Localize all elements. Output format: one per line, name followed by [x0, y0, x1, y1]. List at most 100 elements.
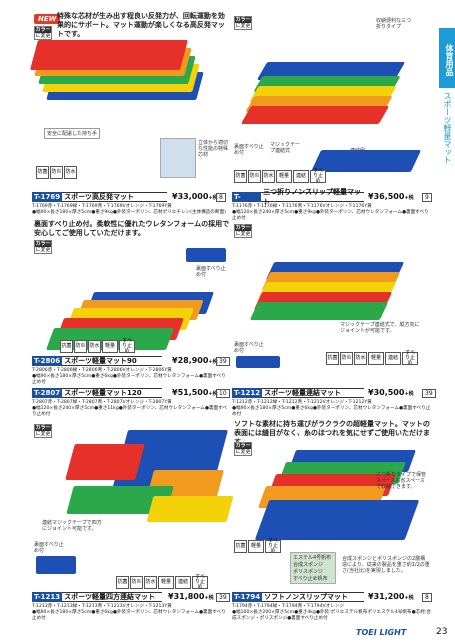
- product-code: T-1212: [232, 388, 263, 398]
- flame-retardant-icon: 防炎: [248, 170, 261, 183]
- color-change-badge: カラー に変更: [34, 424, 52, 438]
- joinable-icon: 連結: [175, 576, 191, 589]
- caption-nonslip: 裏面すべり止め付: [196, 266, 226, 278]
- product-code: T-1213: [32, 592, 63, 602]
- product-lead-1794: ソフトな素材に持ち運びがラクラクの超軽量マット。マットの表面には縫目がなく、糸の…: [234, 420, 430, 446]
- color-change-badge: カラー に変更: [34, 240, 52, 254]
- price-1212: ¥30,500+税: [368, 388, 414, 397]
- caption-structure: 合成スポンジとポリスポンジの2層構造により、従来の製品を重さ約1/2の重さ(当社…: [342, 556, 430, 574]
- antibacterial-icon: 抗菌: [60, 340, 73, 353]
- product-header-1212: T-1212 スポーツ軽量連結マット: [232, 388, 364, 398]
- spec-1213: T-1213赤・T-1213緑・T-1213青・T-1213Vオレンジ・T-12…: [32, 604, 226, 621]
- price-2806: ¥28,900+税: [172, 356, 218, 365]
- product-name: スポーツ軽量マット120: [64, 389, 142, 397]
- foam-inset-image: [160, 138, 196, 178]
- product-name: ソフトノンスリップマット: [264, 593, 349, 601]
- product-code: T-1176: [232, 192, 262, 211]
- page-number: 23: [436, 627, 448, 637]
- product-header-2806: T-2806 スポーツ軽量マット90: [32, 356, 162, 366]
- product-header-1176: T-1176 三つ折りノンスリップ軽量マット: [232, 188, 364, 211]
- caption-foam: 立体から適切な性能の特殊芯材: [198, 140, 229, 158]
- page-ref-1176: 9: [422, 193, 432, 202]
- antibacterial-icon: 防菌: [234, 170, 247, 183]
- product-code: T-1769: [32, 192, 63, 202]
- joinable-icon: 連結: [385, 352, 401, 365]
- nonslip-icon: すべり止め: [192, 575, 208, 590]
- spec-2806: T-2806赤・T-2806緑・T-2806青・T-2806Vオレンジ・T-28…: [32, 368, 226, 385]
- page-ref-1212: 39: [422, 389, 436, 398]
- product-name: スポーツ軽量マット90: [64, 357, 137, 365]
- product-name: スポーツ軽量連結マット: [264, 389, 342, 397]
- mat-red: [29, 40, 189, 70]
- joinable-icon: 連結: [293, 170, 309, 183]
- caption-velcro: マジックテープ連結式: [270, 142, 301, 154]
- layer-label: エステル4号帆布: [293, 555, 332, 561]
- feature-icons-1769: 防菌 防炎 防水: [36, 166, 77, 179]
- color-change-badge: カラー に変更: [234, 224, 252, 238]
- page-ref-2807: 10: [216, 389, 230, 398]
- waterproof-icon: 防水: [64, 166, 77, 179]
- product-code: T-1794: [232, 592, 263, 602]
- caption-handle: 安全に配慮した持ち手: [44, 128, 101, 139]
- flame-retardant-icon: 防炎: [50, 166, 63, 179]
- product-header-1213: T-1213 スポーツ軽量四方連結マット: [32, 592, 162, 602]
- product-name: スポーツ軽量四方連結マット: [64, 593, 156, 601]
- page-ref-1794: 8: [422, 593, 432, 602]
- price-1794: ¥31,200+税: [368, 592, 414, 601]
- sidebar-text: スポーツ軽量マット: [443, 92, 452, 164]
- lightweight-icon: 軽量: [102, 340, 118, 353]
- mat-blue-unfolded: [254, 500, 420, 540]
- feature-icons-2806: 抗菌 防炎 防水 軽量 すべり止め: [60, 339, 135, 354]
- waterproof-icon: 防水: [88, 340, 101, 353]
- nonslip-icon: すべり止め: [265, 539, 281, 554]
- page-ref-2806: 39: [216, 357, 230, 366]
- spec-1176: T-1176赤・T-1176緑・T-1176青・T-1176Vオレンジ・T-11…: [232, 204, 429, 221]
- antibacterial-icon: 抗菌: [116, 576, 129, 589]
- mat-back-inset: [36, 556, 76, 574]
- layer-label: 合成スポンジ: [293, 562, 324, 568]
- mat-blue-joined: [310, 150, 422, 172]
- caption-trifold: 収納便利な三つ折りタイプ: [376, 18, 412, 30]
- page-ref-1213: 39: [216, 593, 230, 602]
- sidebar-tab: 体育用品: [439, 28, 455, 88]
- spec-1794: T-1794赤・T-1794緑・T-1794青・T-1794Vオレンジ ●幅100…: [232, 604, 431, 621]
- product-lead-1769: 特殊な芯材が生み出す程良い反発力が、回転運動を効果的にサポート。マット運動が楽し…: [57, 12, 225, 38]
- product-header-1794: T-1794 ソフトノンスリップマット: [232, 592, 364, 602]
- caption-trifold-storage: 三つ折りタイプで保管スペースも省スペースで収納できます。: [376, 472, 427, 490]
- antibacterial-icon: 防菌: [36, 166, 49, 179]
- feature-icons-1794: 抗菌 軽量 すべり止め: [234, 539, 281, 554]
- price-1213: ¥31,800+税: [168, 592, 214, 601]
- antibacterial-icon: 抗菌: [234, 540, 247, 553]
- mat-back-inset: [186, 248, 226, 262]
- caption-nonslip: 裏面すべり止め付: [34, 542, 64, 554]
- nonslip-icon: すべり止め: [402, 351, 418, 366]
- color-change-badge: カラー に変更: [34, 26, 52, 40]
- waterproof-icon: 防水: [354, 352, 367, 365]
- caption-four-way: 連結マジックテープで四方にジョイント可能です。: [42, 520, 102, 532]
- lightweight-icon: 軽量: [276, 170, 292, 183]
- layer-diagram: エステル4号帆布 合成スポンジ ポリスポンジ すべり止め帆布: [290, 552, 336, 584]
- product-name: 三つ折りノンスリップ軽量マット: [263, 188, 362, 206]
- feature-icons-1212: 抗菌 防炎 防水 軽量 連結 すべり止め: [326, 351, 418, 366]
- nonslip-icon: すべり止め: [119, 339, 135, 354]
- product-name: スポーツ高反発マット: [64, 193, 135, 201]
- flame-retardant-icon: 防炎: [340, 352, 353, 365]
- spec-1212: T-1212赤・T-1212緑・T-1212青・T-1212Vオレンジ・T-12…: [232, 400, 431, 417]
- feature-icons-1213: 抗菌 防炎 防水 軽量 連結 すべり止め: [116, 575, 208, 590]
- new-badge: NEW: [34, 14, 61, 24]
- waterproof-icon: 防水: [262, 170, 275, 183]
- brand-logo: TOEI LIGHT: [356, 628, 407, 637]
- caption-nonslip: 裏面すべり止め付: [234, 342, 264, 354]
- product-code: T-2806: [32, 356, 63, 366]
- product-header-2807: T-2807 スポーツ軽量マット120: [32, 388, 162, 398]
- caption-velcro-joint: マジックテープ連結式で、縦方向にジョイントが可能です。: [340, 322, 420, 334]
- color-change-badge: カラー に変更: [234, 16, 252, 30]
- layer-label: すべり止め帆布: [293, 576, 328, 582]
- mat-red: [240, 106, 390, 124]
- product-lead-2806: 裏面すべり止め付。柔軟性に優れたウレタンフォームの採用で安心してご使用していただ…: [34, 220, 230, 237]
- mat-back-inset: [236, 356, 280, 368]
- mat-green: [249, 302, 389, 320]
- lightweight-icon: 軽量: [368, 352, 384, 365]
- layer-label: ポリスポンジ: [293, 569, 324, 575]
